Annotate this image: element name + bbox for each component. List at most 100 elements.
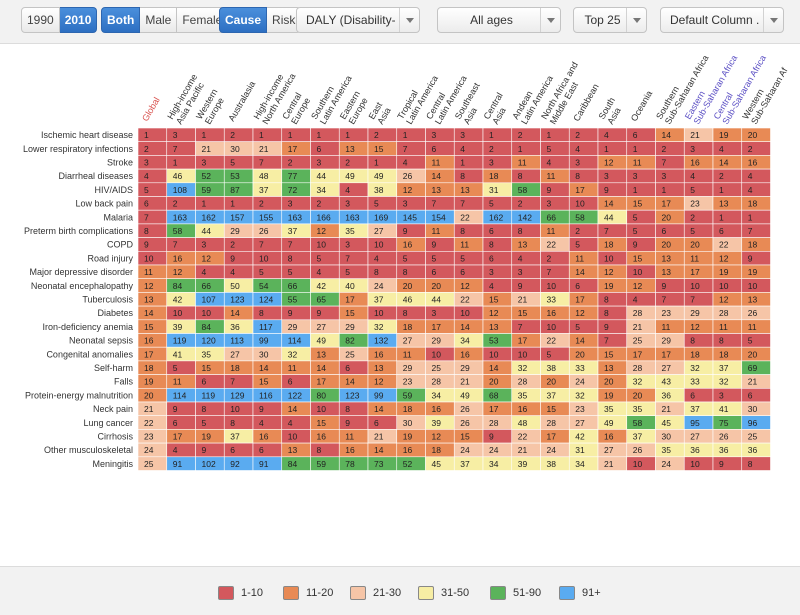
heatmap-cell[interactable] [338, 251, 369, 266]
row-label[interactable]: Protein-energy malnutrition [25, 390, 133, 400]
heatmap-cell[interactable] [482, 141, 513, 156]
heatmap-cell[interactable] [252, 401, 283, 416]
heatmap-cell[interactable] [741, 251, 771, 266]
heatmap-cell[interactable] [367, 251, 398, 266]
heatmap-cell[interactable] [741, 333, 771, 348]
row-label[interactable]: Other musculoskeletal [44, 445, 133, 455]
heatmap-cell[interactable] [540, 264, 570, 279]
column-label[interactable]: EastAsia [367, 100, 394, 126]
row-label[interactable]: COPD [107, 240, 134, 250]
heatmap-cell[interactable] [597, 223, 628, 238]
heatmap-cell[interactable] [626, 168, 656, 184]
heatmap-cell[interactable] [223, 127, 254, 142]
heatmap-cell[interactable] [166, 442, 196, 458]
heatmap-cell[interactable] [626, 141, 656, 156]
heatmap-cell[interactable] [453, 223, 484, 238]
row-label[interactable]: Meningitis [92, 459, 133, 469]
row-label[interactable]: Low back pain [75, 199, 133, 209]
heatmap-cell[interactable] [137, 141, 168, 156]
heatmap-cell[interactable] [338, 127, 369, 142]
heatmap-cell[interactable] [511, 264, 541, 279]
row-label[interactable]: Neck pain [93, 404, 133, 414]
heatmap-cell[interactable] [712, 387, 743, 403]
heatmap-cell[interactable] [223, 155, 254, 170]
row-label[interactable]: Neonatal encephalopathy [31, 281, 134, 291]
heatmap-cell[interactable] [223, 196, 254, 211]
heatmap-cell[interactable] [712, 223, 743, 238]
heatmap-cell[interactable] [223, 237, 254, 252]
heatmap-cell[interactable] [281, 127, 311, 142]
heatmap-cell[interactable] [540, 155, 570, 170]
heatmap-cell[interactable] [281, 264, 311, 279]
column-label[interactable]: SouthAsia [597, 96, 626, 126]
heatmap-cell[interactable] [137, 223, 168, 238]
heatmap-cell[interactable] [683, 168, 714, 184]
heatmap-cell[interactable] [540, 251, 570, 266]
heatmap-cell[interactable] [396, 223, 426, 238]
heatmap-cell[interactable] [338, 182, 369, 197]
heatmap-cell[interactable] [310, 264, 340, 279]
row-label[interactable]: Tuberculosis [82, 294, 133, 304]
row-label[interactable]: Lung cancer [83, 418, 133, 428]
heatmap-cell[interactable] [482, 196, 513, 211]
heatmap-cell[interactable] [683, 333, 714, 348]
row-label[interactable]: Neonatal sepsis [69, 336, 134, 346]
heatmap-cell[interactable] [511, 319, 541, 334]
heatmap-cell[interactable] [338, 360, 369, 375]
heatmap-cell[interactable] [626, 292, 656, 307]
heatmap-cell[interactable] [310, 251, 340, 266]
heatmap-cell[interactable] [166, 401, 196, 416]
heatmap-cell[interactable] [396, 127, 426, 142]
age-select[interactable]: All ages [437, 7, 561, 33]
heatmap-cell[interactable] [195, 415, 225, 430]
heatmap-cell[interactable] [453, 251, 484, 266]
heatmap-cell[interactable] [425, 237, 455, 252]
column-order-select[interactable]: Default Column ... [660, 7, 784, 33]
gender-both-button[interactable]: Both [101, 7, 141, 33]
heatmap-cell[interactable] [166, 360, 196, 375]
column-label[interactable]: CentralAsia [482, 91, 514, 126]
heatmap-cell[interactable] [568, 319, 599, 334]
heatmap-cell[interactable] [568, 278, 599, 293]
heatmap-cell[interactable] [281, 237, 311, 252]
heatmap-cell[interactable] [741, 387, 771, 403]
heatmap-cell[interactable] [597, 127, 628, 142]
heatmap-cell[interactable] [252, 442, 283, 458]
heatmap-cell[interactable] [482, 278, 513, 293]
heatmap-cell[interactable] [597, 333, 628, 348]
heatmap-cell[interactable] [223, 415, 254, 430]
heatmap-cell[interactable] [683, 387, 714, 403]
heatmap-cell[interactable] [511, 278, 541, 293]
heatmap-cell[interactable] [655, 168, 685, 184]
heatmap-cell[interactable] [511, 127, 541, 142]
heatmap-cell[interactable] [425, 141, 455, 156]
heatmap-cell[interactable] [396, 251, 426, 266]
heatmap-cell[interactable] [482, 429, 513, 444]
heatmap-cell[interactable] [223, 442, 254, 458]
heatmap-cell[interactable] [741, 182, 771, 197]
heatmap-cell[interactable] [626, 182, 656, 197]
row-label[interactable]: Ischemic heart disease [41, 130, 133, 140]
heatmap-cell[interactable] [281, 374, 311, 389]
heatmap-cell[interactable] [137, 168, 168, 184]
heatmap-cell[interactable] [396, 141, 426, 156]
heatmap-cell[interactable] [252, 196, 283, 211]
heatmap-cell[interactable] [137, 127, 168, 142]
heatmap-cell[interactable] [568, 155, 599, 170]
gender-male-button[interactable]: Male [140, 7, 178, 33]
heatmap-cell[interactable] [482, 264, 513, 279]
heatmap-cell[interactable] [712, 141, 743, 156]
heatmap-cell[interactable] [453, 141, 484, 156]
heatmap-cell[interactable] [166, 141, 196, 156]
heatmap-cell[interactable] [712, 456, 743, 471]
heatmap-cell[interactable] [540, 182, 570, 197]
heatmap-cell[interactable] [683, 182, 714, 197]
heatmap-cell[interactable] [712, 168, 743, 184]
heatmap-cell[interactable] [195, 237, 225, 252]
heatmap-cell[interactable] [683, 223, 714, 238]
heatmap-cell[interactable] [195, 127, 225, 142]
year-2010-button[interactable]: 2010 [59, 7, 98, 33]
heatmap-cell[interactable] [338, 155, 369, 170]
heatmap-cell[interactable] [137, 196, 168, 211]
heatmap-cell[interactable] [166, 155, 196, 170]
